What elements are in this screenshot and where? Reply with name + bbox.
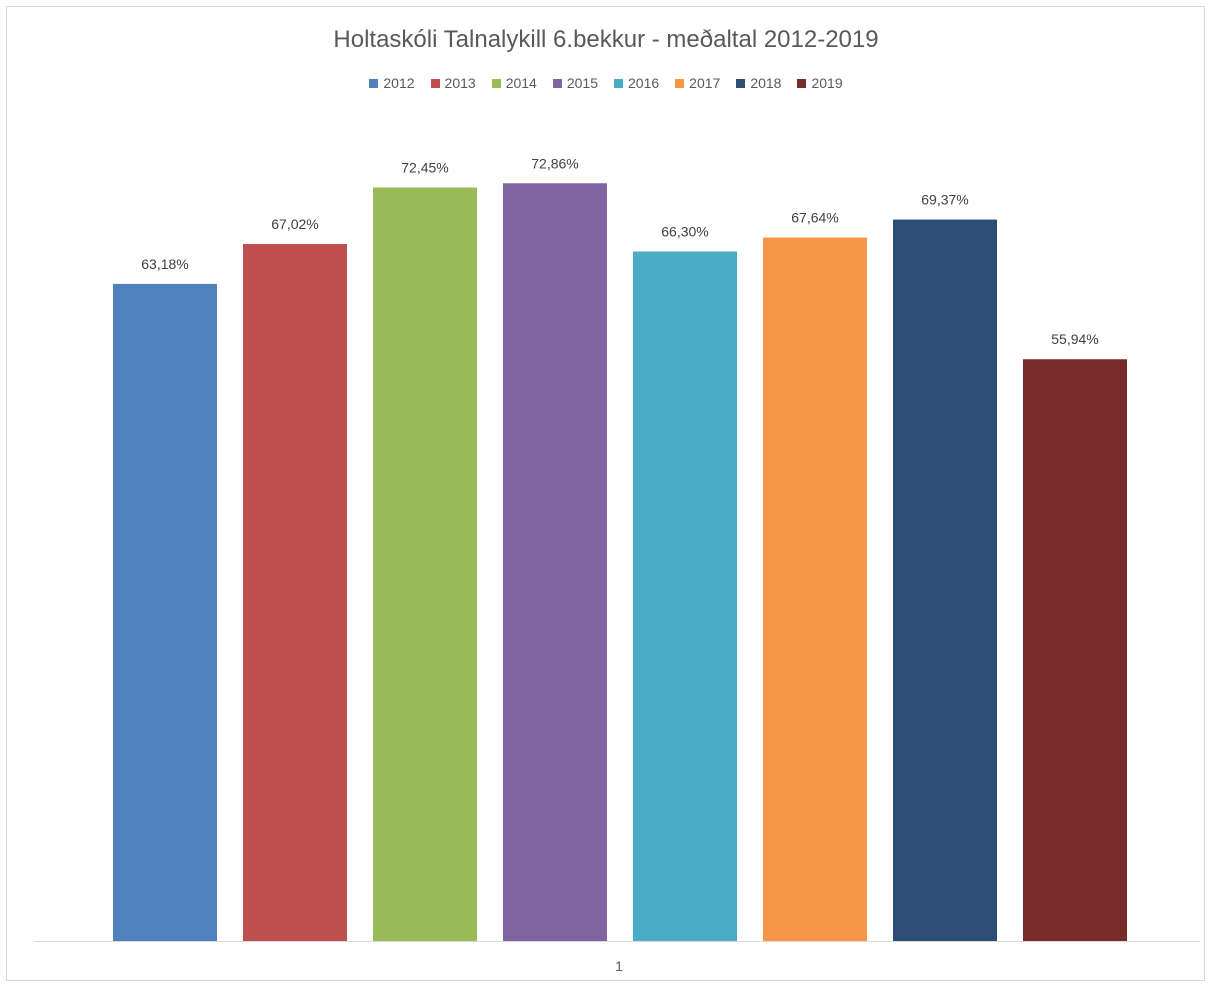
legend-label-2014: 2014 — [505, 75, 537, 91]
chart-title: Holtaskóli Talnalykill 6.bekkur - meðalt… — [333, 26, 879, 53]
legend-item-2017: 2017 — [675, 75, 720, 91]
data-label-2017: 67,64% — [791, 210, 838, 226]
legend-item-2019: 2019 — [797, 75, 843, 91]
legend-swatch-2013 — [430, 78, 440, 88]
legend-swatch-2018 — [736, 78, 746, 88]
bar-2018 — [893, 219, 997, 941]
legend-swatch-2012 — [369, 78, 379, 88]
legend-swatch-2015 — [552, 78, 562, 88]
data-label-2018: 69,37% — [921, 192, 968, 208]
data-label-2013: 67,02% — [271, 216, 318, 232]
data-label-2016: 66,30% — [661, 223, 708, 239]
data-label-2012: 63,18% — [141, 256, 188, 272]
bar-2017 — [763, 237, 867, 941]
data-label-2014: 72,45% — [401, 160, 448, 176]
legend-item-2014: 2014 — [491, 75, 537, 91]
legend-swatch-2014 — [491, 78, 501, 88]
legend-swatch-2016 — [614, 78, 623, 88]
legend-item-2012: 2012 — [369, 75, 415, 91]
legend-item-2015: 2015 — [552, 75, 598, 91]
data-label-2015: 72,86% — [531, 155, 578, 171]
legend-label-2019: 2019 — [811, 75, 843, 91]
bar-2019 — [1023, 359, 1127, 941]
legend: 2012 2013 2014 2015 2016 2017 2018 2019 — [0, 75, 1212, 91]
legend-label-2015: 2015 — [566, 75, 598, 91]
legend-item-2018: 2018 — [736, 75, 781, 91]
legend-label-2013: 2013 — [444, 75, 476, 91]
bar-2012 — [113, 283, 217, 942]
bar-2016 — [633, 251, 737, 942]
data-label-2019: 55,94% — [1051, 331, 1098, 347]
legend-label-2012: 2012 — [383, 75, 415, 91]
legend-swatch-2017 — [675, 78, 685, 88]
legend-swatch-2019 — [797, 78, 807, 88]
legend-label-2017: 2017 — [689, 75, 721, 91]
legend-item-2013: 2013 — [430, 75, 476, 91]
legend-item-2016: 2016 — [614, 75, 659, 91]
x-tick-label: 1 — [615, 958, 623, 974]
legend-label-2018: 2018 — [750, 75, 782, 91]
bar-2015 — [503, 183, 607, 942]
bar-2013 — [243, 243, 347, 941]
legend-label-2016: 2016 — [628, 75, 660, 91]
bar-2014 — [373, 187, 477, 941]
